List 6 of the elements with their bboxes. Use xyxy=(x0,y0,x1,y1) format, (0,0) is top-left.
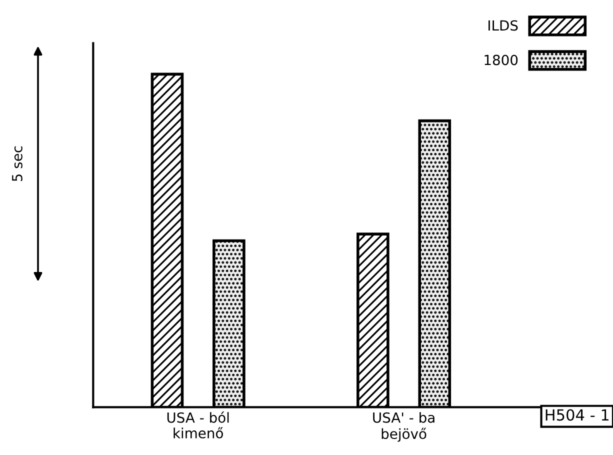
x-tick-label: USA - ból kimenő xyxy=(167,412,229,438)
text: H504 - 1 xyxy=(546,409,609,421)
legend-label: 1800 xyxy=(484,54,518,66)
legend-label: ILDS xyxy=(488,20,518,31)
x-tick-label: USA' - ba bejövő xyxy=(373,412,434,442)
text: 5 sec xyxy=(12,146,22,182)
